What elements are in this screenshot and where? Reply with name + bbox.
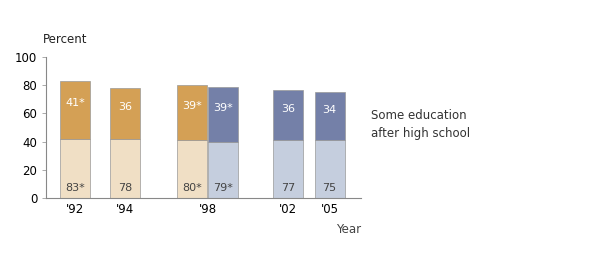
Bar xyxy=(315,140,345,198)
Bar xyxy=(273,140,303,198)
Text: 83*: 83* xyxy=(65,183,85,193)
Text: 36: 36 xyxy=(119,102,132,112)
Text: 36: 36 xyxy=(281,104,295,114)
Bar xyxy=(61,139,91,198)
Bar xyxy=(177,85,207,140)
Bar xyxy=(110,88,140,139)
Text: 41*: 41* xyxy=(65,98,85,108)
Bar xyxy=(315,92,345,140)
Text: 75: 75 xyxy=(323,183,337,193)
Text: Percent: Percent xyxy=(43,33,88,46)
Bar xyxy=(273,90,303,140)
Text: 39*: 39* xyxy=(214,102,233,113)
Text: 78: 78 xyxy=(118,183,133,193)
Bar xyxy=(61,81,91,139)
Text: 79*: 79* xyxy=(214,183,233,193)
Bar xyxy=(110,139,140,198)
Text: 80*: 80* xyxy=(182,183,202,193)
Text: Some education
after high school: Some education after high school xyxy=(371,109,470,140)
Text: Year: Year xyxy=(336,223,361,236)
Bar xyxy=(208,87,238,141)
Bar xyxy=(208,141,238,198)
Text: 77: 77 xyxy=(281,183,295,193)
Text: 39*: 39* xyxy=(182,101,202,111)
Text: 34: 34 xyxy=(323,106,337,116)
Bar xyxy=(177,140,207,198)
